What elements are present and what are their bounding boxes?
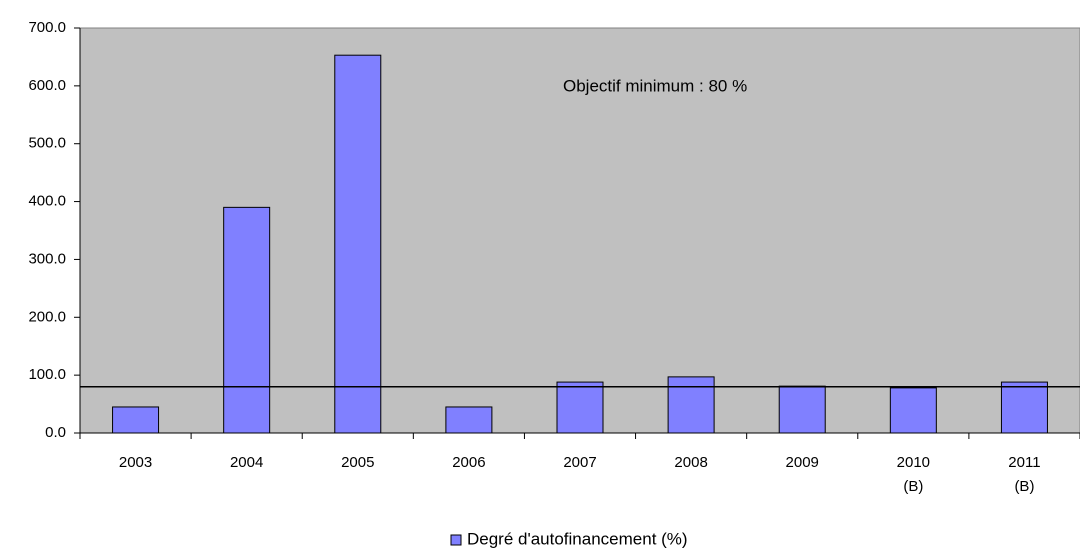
legend-swatch <box>450 534 462 546</box>
x-tick-label: 2011 (B) <box>1008 454 1041 495</box>
x-tick-label: 2005 <box>341 454 375 471</box>
y-tick-label: 100.0 <box>28 366 66 383</box>
legend-label: Degré d'autofinancement (%) <box>467 529 688 548</box>
x-tick-label: 2006 <box>452 454 486 471</box>
bar <box>1000 381 1048 434</box>
x-tick-label: 2004 <box>229 454 264 471</box>
annotation: Objectif minimum : 80 % <box>563 76 747 95</box>
bar <box>223 206 271 434</box>
x-tick-label: 2010 (B) <box>896 454 931 495</box>
bar <box>112 406 160 434</box>
x-tick-label: 2008 <box>674 454 708 471</box>
bar <box>889 387 937 434</box>
bar <box>556 381 604 434</box>
y-tick-label: 700.0 <box>28 19 66 36</box>
bar <box>667 376 715 434</box>
x-tick-label: 2003 <box>118 454 153 471</box>
y-tick-label: 500.0 <box>28 135 66 152</box>
y-tick-label: 0.0 <box>45 424 66 441</box>
x-tick-label: 2009 <box>785 454 819 471</box>
y-tick-label: 400.0 <box>28 193 66 210</box>
y-tick-label: 200.0 <box>28 308 66 325</box>
bar <box>778 385 826 434</box>
bar <box>334 54 382 434</box>
x-tick-label: 2007 <box>563 454 597 471</box>
y-tick-label: 300.0 <box>28 250 66 267</box>
bar <box>445 406 493 434</box>
y-tick-label: 600.0 <box>28 77 66 94</box>
